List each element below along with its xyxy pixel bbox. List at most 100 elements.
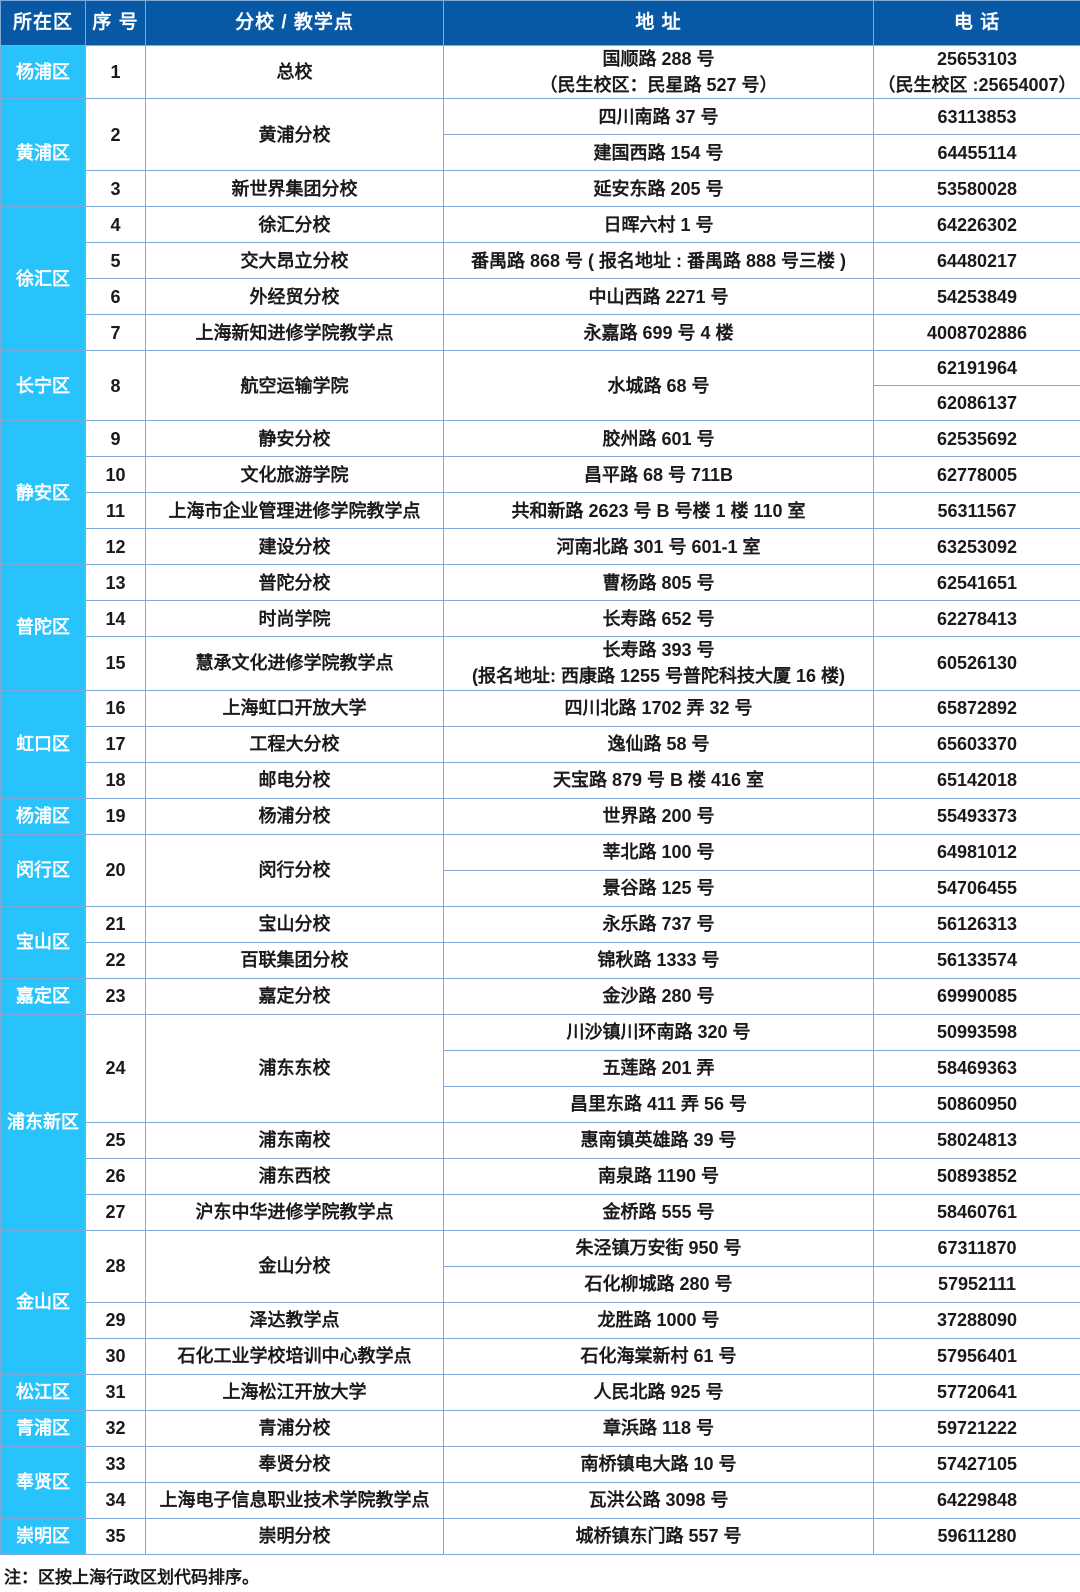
phone-line: 64981012 (936, 842, 1018, 863)
cell-district: 徐汇区 (0, 206, 86, 352)
table-body: 杨浦区 1 总校 国顺路 288 号（民生校区：民星路 527 号） 25653103 （… (0, 44, 1080, 1555)
column-header-index: 序 号 (85, 0, 146, 46)
table-row: 奉贤区 33 奉贤分校 南桥镇电大路 10 号 57427105 (0, 1445, 1080, 1519)
cell-index: 18 (85, 761, 146, 799)
cell-address: 世界路 200 号 (443, 797, 874, 835)
cell-campus: 上海虹口开放大学 (145, 689, 444, 727)
phone-line: 64226302 (936, 214, 1018, 235)
cell-campus: 上海松江开放大学 (145, 1373, 444, 1411)
cell-phone: 25653103 （民生校区 :25654007） (873, 44, 1080, 100)
cell-index: 6 (85, 278, 146, 316)
cell-phone: 65872892 (873, 689, 1080, 727)
table-row: 22 百联集团分校 锦秋路 1333 号 56133574 (1, 941, 1080, 979)
cell-phone: 50993598 (873, 1013, 1080, 1051)
cell-phone: 57956401 (873, 1337, 1080, 1375)
address-line: 建国西路 154 号 (593, 142, 724, 163)
table-row: 杨浦区 19 杨浦分校 世界路 200 号 55493373 (0, 797, 1080, 835)
cell-phone: 64480217 (873, 242, 1080, 280)
cell-phone: 54253849 (873, 278, 1080, 316)
address-line: 石化柳城路 280 号 (584, 1274, 733, 1295)
table-row: 25 浦东南校 惠南镇英雄路 39 号 58024813 (1, 1121, 1080, 1159)
table-row: 34 上海电子信息职业技术学院教学点 瓦洪公路 3098 号 64229848 (1, 1481, 1080, 1519)
phone-line: 62086137 (936, 393, 1018, 414)
cell-index: 9 (85, 420, 146, 458)
cell-phone: 62191964 62086137 (873, 350, 1080, 422)
cell-campus: 静安分校 (145, 420, 444, 458)
cell-campus: 嘉定分校 (145, 977, 444, 1015)
cell-phone: 63253092 (873, 528, 1080, 566)
cell-district: 杨浦区 (0, 797, 86, 835)
table-row: 静安区 9 静安分校 胶州路 601 号 62535692 (0, 420, 1080, 566)
cell-phone: 62278413 (873, 600, 1080, 638)
cell-phone: 57427105 (873, 1445, 1080, 1483)
cell-phone: 57952111 (873, 1265, 1080, 1303)
branch-campus-table: 所在区 序 号 分校 / 教学点 地 址 电 话 杨浦区 1 总校 国顺路 288 号… (0, 0, 1080, 1555)
cell-address: 南泉路 1190 号 (443, 1157, 874, 1195)
cell-campus: 邮电分校 (145, 761, 444, 799)
cell-phone: 56311567 (873, 492, 1080, 530)
address-line: 南桥镇电大路 10 号 (580, 1454, 737, 1475)
table-row: 松江区 31 上海松江开放大学 人民北路 925 号 57720641 (0, 1373, 1080, 1411)
cell-address: 朱泾镇万安街 950 号 (443, 1229, 874, 1267)
phone-line: 62278413 (936, 608, 1018, 629)
phone-line: （民生校区 :25654007） (877, 75, 1077, 96)
phone-line: 54253849 (936, 286, 1018, 307)
cell-campus: 奉贤分校 (145, 1445, 444, 1483)
table-row: 徐汇区 4 徐汇分校 日晖六村 1 号 64226302 (0, 206, 1080, 352)
cell-district: 宝山区 (0, 905, 86, 979)
cell-phone: 69990085 (873, 977, 1080, 1015)
cell-address: 永乐路 737 号 (443, 905, 874, 943)
phone-line: 56133574 (936, 950, 1018, 971)
cell-address: 番禺路 868 号 ( 报名地址 : 番禺路 888 号三楼 ) (443, 242, 874, 280)
address-line: 昌里东路 411 弄 56 号 (569, 1094, 748, 1115)
cell-index: 32 (85, 1409, 146, 1447)
cell-index: 15 (85, 636, 146, 691)
cell-phone: 37288090 (873, 1301, 1080, 1339)
cell-index: 35 (85, 1517, 146, 1555)
address-line: (报名地址: 西康路 1255 号普陀科技大厦 16 楼) (471, 666, 846, 687)
address-line: 中山西路 2271 号 (588, 286, 729, 307)
cell-phone: 59611280 (873, 1517, 1080, 1555)
address-line: 惠南镇英雄路 39 号 (580, 1130, 737, 1151)
cell-district: 松江区 (0, 1373, 86, 1411)
cell-address: 石化海棠新村 61 号 (443, 1337, 874, 1375)
table-row: 26 浦东西校 南泉路 1190 号 50893852 (1, 1157, 1080, 1195)
address-line: 国顺路 288 号 (602, 49, 715, 69)
address-line: 景谷路 125 号 (602, 878, 715, 899)
cell-phone: 65142018 (873, 761, 1080, 799)
address-line: 共和新路 2623 号 B 号楼 1 楼 110 室 (511, 500, 806, 521)
address-line: 日晖六村 1 号 (603, 214, 714, 235)
cell-campus: 金山分校 (145, 1229, 444, 1303)
address-line: 逸仙路 58 号 (607, 734, 710, 755)
table-row: 3 新世界集团分校 延安东路 205 号 53580028 (1, 170, 1080, 208)
phone-line: 54706455 (936, 878, 1018, 899)
table-row: 五莲路 201 弄 58469363 (1, 1049, 1080, 1087)
phone-line: 25653103 (936, 49, 1018, 69)
table-row: 长宁区 8 航空运输学院 水城路 68 号 62191964 62086137 (0, 350, 1080, 422)
cell-phone: 65603370 (873, 725, 1080, 763)
address-line: 永乐路 737 号 (602, 914, 715, 935)
table-row: 宝山区 21 宝山分校 永乐路 737 号 56126313 (0, 905, 1080, 979)
cell-district: 浦东新区 (0, 1013, 86, 1231)
cell-campus: 浦东东校 (145, 1013, 444, 1123)
table-row: 17 工程大分校 逸仙路 58 号 65603370 (1, 725, 1080, 763)
phone-line: 65603370 (936, 734, 1018, 755)
cell-campus: 总校 (145, 44, 444, 100)
cell-index: 24 (85, 1013, 146, 1123)
phone-line: 64455114 (937, 142, 1017, 163)
cell-index: 1 (85, 44, 146, 100)
phone-line: 58024813 (936, 1130, 1018, 1151)
phone-line: 57952111 (937, 1274, 1017, 1295)
address-line: 金桥路 555 号 (602, 1202, 715, 1223)
column-header-phone: 电 话 (873, 0, 1080, 46)
cell-phone: 64226302 (873, 206, 1080, 244)
table-row: 18 邮电分校 天宝路 879 号 B 楼 416 室 65142018 (1, 761, 1080, 799)
cell-district: 黄浦区 (0, 98, 86, 208)
cell-campus: 上海电子信息职业技术学院教学点 (145, 1481, 444, 1519)
cell-campus: 石化工业学校培训中心教学点 (145, 1337, 444, 1375)
phone-line: 50860950 (936, 1094, 1018, 1115)
cell-district: 闵行区 (0, 833, 86, 907)
cell-campus: 时尚学院 (145, 600, 444, 638)
cell-phone: 62535692 (873, 420, 1080, 458)
cell-campus: 崇明分校 (145, 1517, 444, 1555)
